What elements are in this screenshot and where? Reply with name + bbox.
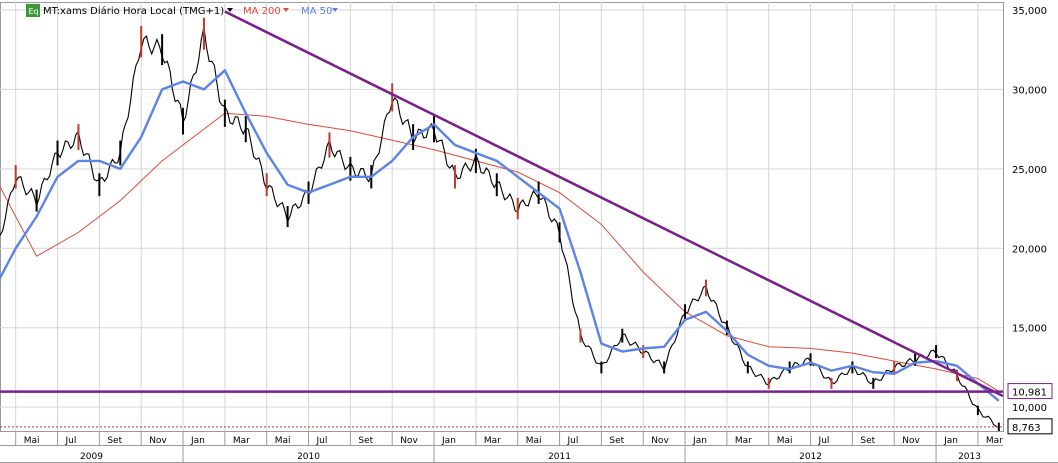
axes-layer: 10,000 15,000 20,000 25,000 30,000 35,000 Mai J… bbox=[0, 6, 1058, 463]
trendline bbox=[224, 10, 1004, 398]
last-price-label: 8,763 bbox=[1012, 423, 1041, 434]
x-tick-label: Set bbox=[860, 436, 875, 446]
y-tick-label: 20,000 bbox=[1012, 244, 1047, 255]
y-tick-label: 15,000 bbox=[1012, 324, 1047, 335]
plot-border bbox=[0, 2, 1004, 432]
y-tick-label: 10,000 bbox=[1012, 403, 1047, 414]
ma200-dropdown-icon[interactable] bbox=[283, 8, 289, 12]
x-tick-label: Mai bbox=[777, 436, 793, 446]
x-tick-label: Mar bbox=[233, 436, 250, 446]
ma50-dropdown-icon[interactable] bbox=[332, 8, 338, 12]
y-tick-label: 35,000 bbox=[1012, 6, 1047, 17]
x-tick-label: Nov bbox=[651, 436, 669, 446]
x-tick-label: Mar bbox=[484, 436, 501, 446]
ma50-label[interactable]: MA 50 bbox=[301, 6, 332, 17]
x-tick-label: Nov bbox=[149, 436, 167, 446]
x-tick-label: Nov bbox=[400, 436, 418, 446]
ma200-label[interactable]: MA 200 bbox=[243, 6, 281, 17]
instrument-label[interactable]: MT:xams Diário Hora Local (TMG+1) bbox=[43, 5, 224, 17]
grid-layer bbox=[0, 2, 1004, 432]
x-tick-label: Set bbox=[358, 436, 373, 446]
x-tick-label: Nov bbox=[902, 436, 920, 446]
chart-legend[interactable]: Eq MT:xams Diário Hora Local (TMG+1) MA … bbox=[26, 4, 338, 17]
x-tick-label: Mai bbox=[526, 436, 542, 446]
x-tick-label: Mai bbox=[24, 436, 40, 446]
y-tick-label: 30,000 bbox=[1012, 85, 1047, 96]
x-tick-label: Jul bbox=[567, 436, 579, 446]
year-label: 2011 bbox=[548, 452, 571, 462]
support-value-label: 10,981 bbox=[1012, 388, 1047, 399]
equity-badge-text: Eq bbox=[29, 7, 39, 16]
x-tick-label: Jul bbox=[818, 436, 830, 446]
x-tick-label: Jul bbox=[316, 436, 328, 446]
year-label: 2013 bbox=[958, 452, 981, 462]
x-tick-label: Jan bbox=[692, 436, 707, 446]
x-tick-label: Mai bbox=[275, 436, 291, 446]
last-price-box bbox=[1007, 418, 1053, 435]
year-label: 2012 bbox=[799, 452, 822, 462]
instrument-dropdown-icon[interactable] bbox=[227, 8, 233, 12]
year-label: 2010 bbox=[297, 452, 320, 462]
x-tick-label: Jul bbox=[65, 436, 77, 446]
series-layer bbox=[0, 10, 1004, 431]
y-tick-label: 25,000 bbox=[1012, 165, 1047, 176]
x-tick-label: Mar bbox=[735, 436, 752, 446]
x-tick-label: Mar bbox=[986, 436, 1003, 446]
x-tick-label: Set bbox=[107, 436, 122, 446]
year-label: 2009 bbox=[80, 452, 103, 462]
x-tick-label: Jan bbox=[943, 436, 958, 446]
ma50-line bbox=[0, 69, 1000, 402]
x-tick-label: Jan bbox=[441, 436, 456, 446]
x-tick-label: Jan bbox=[190, 436, 205, 446]
x-tick-label: Set bbox=[609, 436, 624, 446]
support-value-box bbox=[1007, 383, 1053, 400]
equity-badge-icon bbox=[26, 4, 40, 17]
